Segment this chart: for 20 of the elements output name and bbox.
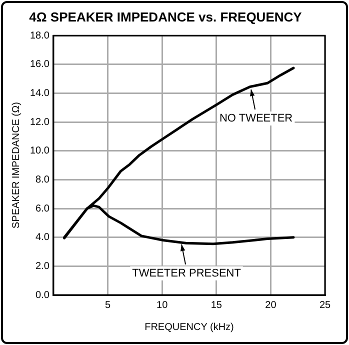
y-tick-label: 6.0 [36, 203, 50, 214]
x-tick-label: 15 [210, 300, 222, 311]
y-tick-label: 12.0 [30, 116, 50, 128]
y-tick-label: 2.0 [36, 260, 50, 272]
annotation: TWEETER PRESENT [132, 267, 242, 280]
y-tick-label: 4.0 [36, 232, 50, 244]
y-tick-label: 18.0 [30, 30, 50, 42]
x-tick-label: 20 [265, 300, 277, 311]
annotation: NO TWEETER [219, 112, 293, 125]
y-tick-label: 8.0 [36, 174, 50, 186]
y-tick-label: 14.0 [30, 88, 50, 99]
y-axis-title: SPEAKER IMPEDANCE (Ω) [10, 102, 22, 228]
y-tick-label: 10.0 [30, 146, 50, 157]
x-tick-label: 10 [156, 300, 168, 311]
y-tick-label: 16.0 [30, 59, 50, 70]
x-tick-label: 25 [319, 300, 331, 311]
chart-title: 4Ω SPEAKER IMPEDANCE vs. FREQUENCY [29, 9, 302, 24]
x-tick-label: 5 [104, 300, 111, 311]
y-tick-label: 0.0 [36, 290, 50, 301]
x-axis-title: FREQUENCY (kHz) [144, 322, 234, 333]
